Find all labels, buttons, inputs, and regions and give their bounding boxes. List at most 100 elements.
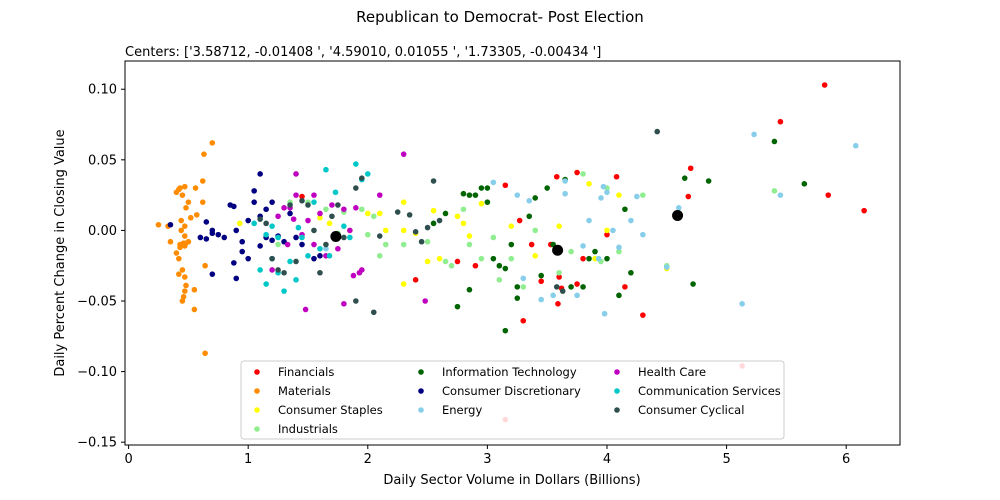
point-consumer-discretionary-30 bbox=[257, 243, 263, 249]
cluster-centers bbox=[330, 210, 684, 256]
point-industrials-18 bbox=[496, 277, 503, 283]
point-industrials-22 bbox=[568, 248, 574, 255]
point-consumer-cyclical-11 bbox=[323, 241, 329, 248]
legend-marker-information-technology bbox=[418, 369, 424, 375]
point-communication-services-9 bbox=[311, 199, 317, 205]
point-health-care-17 bbox=[376, 192, 383, 198]
point-financials-25 bbox=[538, 278, 544, 285]
point-energy-21 bbox=[739, 301, 745, 307]
plot-area bbox=[124, 60, 901, 446]
point-consumer-cyclical-16 bbox=[359, 175, 365, 181]
point-communication-services-22 bbox=[269, 223, 275, 229]
point-consumer-staples-0 bbox=[237, 220, 243, 227]
point-materials-27 bbox=[191, 286, 198, 293]
point-information-technology-1 bbox=[442, 210, 449, 217]
point-consumer-cyclical-0 bbox=[257, 216, 263, 222]
point-financials-10 bbox=[516, 217, 523, 224]
point-consumer-staples-13 bbox=[460, 220, 467, 227]
point-consumer-cyclical-17 bbox=[370, 309, 377, 316]
point-financials-24 bbox=[472, 262, 479, 269]
point-consumer-staples-16 bbox=[532, 253, 539, 259]
point-financials-17 bbox=[574, 281, 580, 287]
chart-subtitle: Centers: ['3.58712, -0.01408 ', '4.59010… bbox=[125, 45, 601, 60]
point-materials-12 bbox=[178, 227, 185, 234]
point-materials-37 bbox=[177, 241, 183, 248]
center-point-2 bbox=[330, 231, 342, 243]
point-materials-9 bbox=[187, 214, 194, 221]
point-information-technology-27 bbox=[681, 175, 688, 181]
legend-label-health-care: Health Care bbox=[638, 365, 706, 379]
point-communication-services-14 bbox=[353, 161, 359, 167]
point-consumer-cyclical-26 bbox=[553, 284, 560, 290]
point-consumer-discretionary-19 bbox=[269, 237, 275, 244]
point-materials-19 bbox=[176, 255, 182, 262]
point-consumer-staples-8 bbox=[400, 227, 407, 234]
x-tick-label-5: 5 bbox=[722, 452, 730, 467]
legend-label-consumer-staples: Consumer Staples bbox=[278, 403, 383, 417]
legend-label-information-technology: Information Technology bbox=[442, 365, 577, 379]
point-financials-22 bbox=[412, 277, 419, 283]
legend-marker-communication-services bbox=[614, 388, 620, 394]
x-tick-label-2: 2 bbox=[364, 452, 372, 467]
point-information-technology-7 bbox=[490, 255, 497, 262]
legend-label-industrials: Industrials bbox=[278, 422, 338, 436]
point-energy-23 bbox=[520, 275, 527, 282]
point-industrials-19 bbox=[508, 255, 515, 262]
point-health-care-24 bbox=[329, 202, 335, 208]
point-industrials-10 bbox=[400, 241, 407, 248]
point-information-technology-6 bbox=[484, 199, 491, 205]
point-materials-34 bbox=[202, 262, 208, 269]
point-information-technology-35 bbox=[484, 185, 491, 191]
point-consumer-discretionary-32 bbox=[317, 253, 323, 259]
point-consumer-discretionary-25 bbox=[311, 255, 317, 262]
point-materials-21 bbox=[182, 274, 188, 280]
point-consumer-discretionary-24 bbox=[299, 241, 305, 248]
point-consumer-discretionary-23 bbox=[293, 234, 299, 241]
point-materials-24 bbox=[180, 293, 187, 300]
legend-marker-industrials bbox=[254, 426, 260, 432]
point-industrials-8 bbox=[370, 213, 377, 220]
point-materials-39 bbox=[192, 185, 199, 191]
point-financials-7 bbox=[574, 169, 580, 176]
point-information-technology-12 bbox=[514, 295, 521, 301]
legend-label-consumer-cyclical: Consumer Cyclical bbox=[638, 403, 744, 417]
point-consumer-discretionary-17 bbox=[263, 206, 269, 213]
y-axis-ticks: −0.15 −0.10 −0.05 0.00 0.05 0.10 bbox=[77, 83, 125, 451]
point-consumer-cyclical-19 bbox=[394, 209, 401, 215]
x-tick-label-0: 0 bbox=[124, 452, 132, 467]
point-health-care-11 bbox=[341, 206, 347, 213]
point-industrials-29 bbox=[771, 188, 778, 194]
point-energy-8 bbox=[600, 183, 607, 190]
point-consumer-staples-10 bbox=[424, 258, 431, 265]
point-industrials-13 bbox=[448, 262, 455, 269]
point-information-technology-23 bbox=[604, 255, 610, 262]
point-consumer-staples-2 bbox=[326, 220, 333, 227]
point-information-technology-25 bbox=[622, 206, 628, 213]
point-communication-services-16 bbox=[364, 171, 371, 177]
point-energy-11 bbox=[610, 227, 616, 234]
point-materials-10 bbox=[178, 217, 185, 224]
point-health-care-8 bbox=[317, 210, 323, 217]
point-energy-5 bbox=[562, 178, 568, 184]
point-energy-12 bbox=[616, 244, 622, 251]
point-health-care-12 bbox=[347, 227, 353, 234]
point-communication-services-11 bbox=[332, 189, 339, 196]
point-materials-38 bbox=[182, 243, 188, 249]
point-consumer-staples-12 bbox=[454, 213, 461, 220]
point-consumer-discretionary-33 bbox=[203, 219, 210, 225]
point-materials-30 bbox=[199, 178, 206, 184]
point-information-technology-24 bbox=[616, 292, 622, 299]
point-information-technology-31 bbox=[801, 181, 808, 187]
point-financials-21 bbox=[640, 312, 646, 318]
point-materials-23 bbox=[182, 288, 188, 294]
point-energy-16 bbox=[663, 264, 670, 270]
point-energy-13 bbox=[628, 217, 634, 224]
point-health-care-18 bbox=[400, 151, 407, 157]
point-consumer-cyclical-24 bbox=[430, 178, 437, 184]
point-consumer-cyclical-12 bbox=[329, 213, 335, 220]
point-consumer-cyclical-28 bbox=[654, 128, 661, 135]
point-energy-15 bbox=[640, 231, 646, 238]
point-energy-3 bbox=[550, 292, 556, 299]
point-information-technology-29 bbox=[705, 178, 712, 184]
y-tick-label-0: −0.15 bbox=[77, 436, 117, 451]
